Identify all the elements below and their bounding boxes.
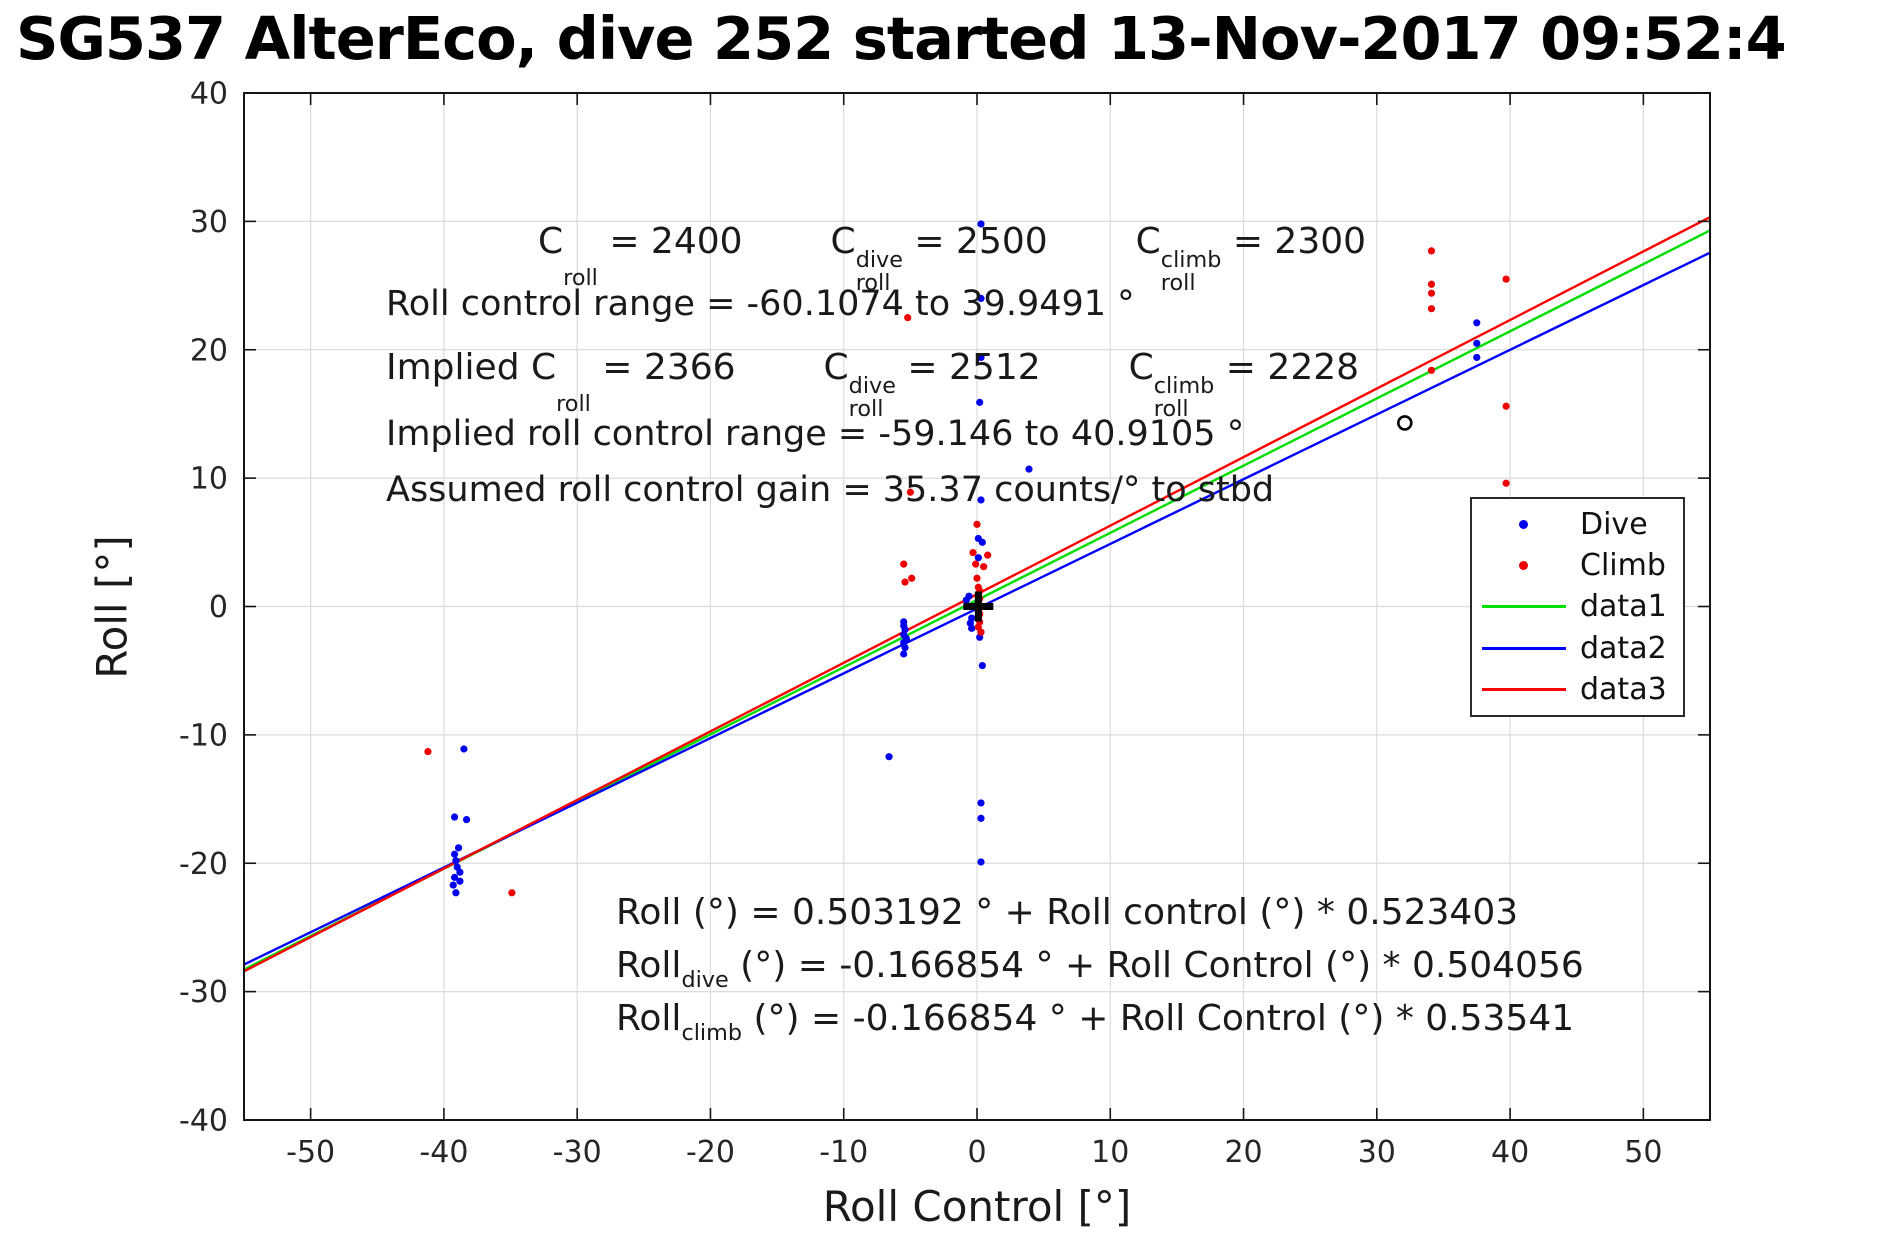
dive-points [449, 220, 1481, 897]
x-tick-label: 30 [1358, 1135, 1396, 1170]
x-axis-label: Roll Control [°] [822, 1182, 1132, 1231]
climb-marker-icon [1519, 561, 1528, 571]
dive-marker-icon [1519, 520, 1528, 530]
legend-item-data3: data3 [1472, 670, 1683, 708]
y-tick-label: 40 [190, 77, 228, 112]
equation-roll-dive: Rolldive (°) = -0.166854 ° + Roll Contro… [616, 945, 1584, 994]
legend-item-data1: data1 [1472, 588, 1683, 626]
y-axis-label: Roll [°] [87, 535, 137, 679]
y-tick-label: 10 [190, 462, 228, 497]
annotation-implied-roll-control-range: Implied roll control range = -59.146 to … [386, 414, 1245, 454]
annotation-roll-control-range: Roll control range = -60.1074 to 39.9491… [386, 284, 1135, 324]
circle-marker [1397, 415, 1413, 431]
axes-box [243, 92, 1711, 1121]
annotation-assumed-gain: Assumed roll control gain = 35.37 counts… [386, 470, 1275, 510]
y-tick-label: -40 [179, 1104, 228, 1139]
equation-roll-climb: Rollclimb (°) = -0.166854 ° + Roll Contr… [616, 998, 1575, 1047]
legend-item-climb: Climb [1472, 547, 1683, 585]
x-tick-label: 0 [967, 1135, 986, 1170]
x-tick-label: 40 [1491, 1135, 1529, 1170]
data3-line-icon [1482, 687, 1566, 691]
x-tick-label: 10 [1091, 1135, 1129, 1170]
reference-markers [963, 415, 1413, 622]
y-tick-label: -20 [179, 847, 228, 882]
legend-item-dive: Dive [1472, 506, 1683, 544]
y-tick-label: 30 [190, 205, 228, 240]
x-tick-label: 50 [1624, 1135, 1662, 1170]
y-tick-labels: -40 -30 -20 -10 0 10 20 30 40 [179, 77, 228, 1139]
equation-roll-combined: Roll (°) = 0.503192 ° + Roll control (°)… [616, 892, 1519, 933]
x-tick-label: 20 [1224, 1135, 1262, 1170]
legend: Dive Climb data1 data2 data3 [1470, 497, 1685, 717]
x-tick-label: -40 [419, 1135, 468, 1170]
data1-line-icon [1482, 605, 1566, 609]
y-tick-label: 20 [190, 333, 228, 368]
x-tick-label: -50 [286, 1135, 335, 1170]
x-tick-label: -20 [686, 1135, 735, 1170]
x-tick-labels: -50 -40 -30 -20 -10 0 10 20 30 40 50 [286, 1135, 1662, 1170]
x-tick-label: -30 [553, 1135, 602, 1170]
x-tick-label: -10 [819, 1135, 868, 1170]
legend-item-data2: data2 [1472, 629, 1683, 667]
figure-title: SG537 AlterEco, dive 252 started 13-Nov-… [16, 4, 1787, 73]
data2-line-icon [1482, 646, 1566, 650]
y-tick-label: 0 [209, 590, 228, 625]
y-tick-label: -10 [179, 718, 228, 753]
y-tick-label: -30 [179, 975, 228, 1010]
